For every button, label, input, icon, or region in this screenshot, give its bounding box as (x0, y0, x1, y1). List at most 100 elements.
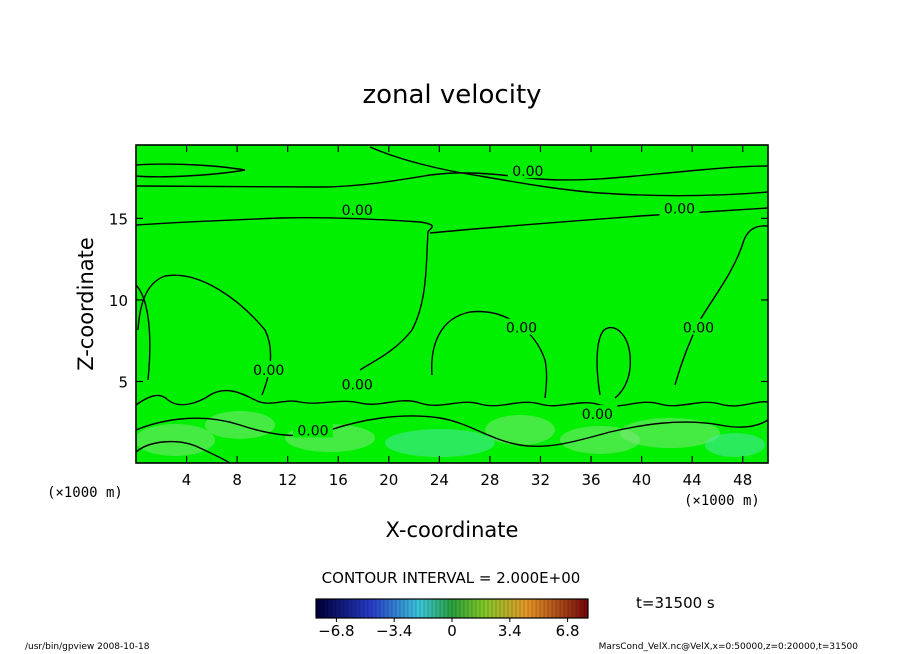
colorbar-cell-2 (324, 599, 329, 618)
colorbar-cell-0 (316, 599, 321, 618)
colorbar-tick-label-4: 6.8 (556, 622, 580, 640)
colorbar-cell-10 (356, 599, 361, 618)
colorbar-cell-66 (580, 599, 585, 618)
x-tick-label-9: 40 (632, 471, 651, 489)
colorbar-cell-59 (552, 599, 557, 618)
colorbar-cell-4 (332, 599, 337, 618)
colorbar-cell-28 (428, 599, 433, 618)
colorbar-cell-65 (576, 599, 581, 618)
x-unit-left: (×1000 m) (47, 485, 123, 501)
colorbar-cell-42 (484, 599, 489, 618)
time-label: t=31500 s (636, 594, 715, 612)
field-background (136, 145, 768, 463)
contour-lines (136, 146, 768, 463)
colorbar-cell-57 (544, 599, 549, 618)
x-unit-right: (×1000 m) (684, 493, 760, 509)
contour-label-7: 0.00 (582, 407, 613, 423)
x-tick-label-11: 48 (733, 471, 752, 489)
x-tick-label-3: 16 (329, 471, 348, 489)
colorbar-cell-20 (396, 599, 401, 618)
colorbar-cell-43 (488, 599, 493, 618)
colorbar-cell-35 (456, 599, 461, 618)
colorbar-cell-46 (500, 599, 505, 618)
colorbar-cell-39 (472, 599, 477, 618)
contour-label-4: 0.00 (342, 378, 373, 394)
contour-line-left-dome (137, 274, 272, 396)
y-axis-label: Z-coordinate (74, 237, 98, 371)
chart-title: zonal velocity (362, 80, 541, 110)
colorbar-cell-24 (412, 599, 417, 618)
colorbar-cell-37 (464, 599, 469, 618)
colorbar-cell-9 (352, 599, 357, 618)
y-tick-label-2: 15 (109, 210, 128, 228)
footer-left: /usr/bin/gpview 2008-10-18 (25, 642, 150, 652)
shade-7 (705, 433, 765, 457)
colorbar-cell-61 (560, 599, 565, 618)
colorbar-cell-7 (344, 599, 349, 618)
colorbar-cell-51 (520, 599, 525, 618)
contour-line-surface (136, 389, 768, 407)
plot-frame (135, 144, 769, 464)
colorbar-cell-38 (468, 599, 473, 618)
colorbar-cell-3 (328, 599, 333, 618)
x-tick-label-2: 12 (278, 471, 297, 489)
contour-line-top-1 (136, 163, 246, 178)
contour-labels: 0.00 0.00 0.00 0.00 0.00 0.00 0.00 0.00 0.00 (248, 162, 719, 439)
colorbar-cell-15 (376, 599, 381, 618)
colorbar-cell-21 (400, 599, 405, 618)
y-tick-label-0: 5 (118, 373, 128, 391)
velocity-field: 0.00 0.00 0.00 0.00 0.00 0.00 0.00 0.00 0.00 (136, 145, 768, 463)
contour-label-bg-0 (507, 162, 548, 179)
colorbar-cell-11 (360, 599, 365, 618)
colorbar-cell-18 (388, 599, 393, 618)
contour-label-1: 0.00 (342, 203, 373, 219)
colorbar-cell-41 (480, 599, 485, 618)
colorbar-cell-36 (460, 599, 465, 618)
x-tick-label-7: 32 (531, 471, 550, 489)
colorbar-tick-label-3: 3.4 (498, 622, 522, 640)
footer-right: MarsCond_VelX.nc@VelX,x=0:50000,z=0:2000… (599, 642, 859, 652)
contour-interval: CONTOUR INTERVAL = 2.000E+00 (322, 569, 581, 587)
x-tick-label-5: 24 (430, 471, 449, 489)
contour-line-bottom (136, 440, 231, 463)
colorbar-cell-17 (384, 599, 389, 618)
colorbar-cell-13 (368, 599, 373, 618)
colorbar-cell-25 (416, 599, 421, 618)
colorbar-cell-53 (528, 599, 533, 618)
contour-label-bg-6 (678, 318, 719, 335)
colorbar-cell-58 (548, 599, 553, 618)
x-tick-label-1: 8 (232, 471, 242, 489)
colorbar-cell-49 (512, 599, 517, 618)
contour-label-0: 0.00 (512, 164, 543, 180)
x-tick-label-6: 28 (480, 471, 499, 489)
colorbar-cell-40 (476, 599, 481, 618)
colorbar-cell-14 (372, 599, 377, 618)
contour-line-near-bottom (136, 415, 768, 448)
x-tick-label-10: 44 (683, 471, 702, 489)
contour-label-bg-4 (337, 375, 378, 392)
colorbar-cell-19 (392, 599, 397, 618)
x-tick-label-0: 4 (182, 471, 192, 489)
contour-line-left-edge (136, 284, 151, 381)
colorbar-cell-60 (556, 599, 561, 618)
contour-label-bg-8 (292, 421, 333, 438)
x-tick-label-8: 36 (581, 471, 600, 489)
colorbar-cell-62 (564, 599, 569, 618)
colorbar-ticks: −6.8 −3.4 0 3.4 6.8 (318, 618, 580, 640)
colorbar-cell-32 (444, 599, 449, 618)
contour-label-bg-1 (337, 201, 378, 218)
colorbar-tick-label-0: −6.8 (318, 622, 354, 640)
colorbar-cell-64 (572, 599, 577, 618)
contour-label-bg-3 (248, 361, 289, 378)
colorbar-cell-30 (436, 599, 441, 618)
colorbar-cell-67 (584, 599, 589, 618)
colorbar-cell-8 (348, 599, 353, 618)
colorbar-cell-29 (432, 599, 437, 618)
colorbar-cell-44 (492, 599, 497, 618)
contour-label-bg-5 (501, 318, 542, 335)
contour-label-8: 0.00 (297, 423, 328, 439)
colorbar-cell-33 (448, 599, 453, 618)
colorbar-cell-47 (504, 599, 509, 618)
